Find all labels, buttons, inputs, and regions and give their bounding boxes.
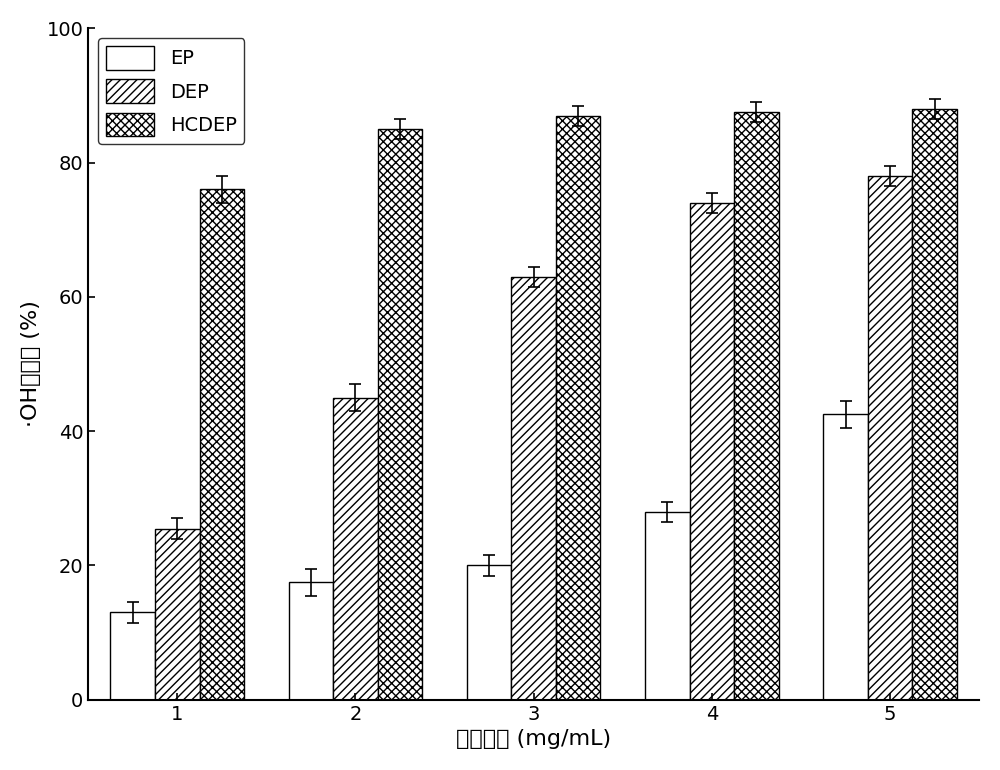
Legend: EP, DEP, HCDEP: EP, DEP, HCDEP bbox=[98, 38, 244, 144]
X-axis label: 样品浓度 (mg/mL): 样品浓度 (mg/mL) bbox=[456, 729, 611, 749]
Y-axis label: ·OH清除率 (%): ·OH清除率 (%) bbox=[21, 300, 41, 427]
Bar bbox=[467, 565, 511, 700]
Bar bbox=[200, 189, 244, 700]
Bar bbox=[378, 129, 422, 700]
Bar bbox=[511, 276, 556, 700]
Bar bbox=[690, 203, 734, 700]
Bar bbox=[110, 612, 155, 700]
Bar bbox=[734, 112, 779, 700]
Bar bbox=[556, 116, 600, 700]
Bar bbox=[155, 528, 200, 700]
Bar bbox=[912, 109, 957, 700]
Bar bbox=[289, 582, 333, 700]
Bar bbox=[823, 414, 868, 700]
Bar bbox=[868, 176, 912, 700]
Bar bbox=[333, 397, 378, 700]
Bar bbox=[645, 512, 690, 700]
